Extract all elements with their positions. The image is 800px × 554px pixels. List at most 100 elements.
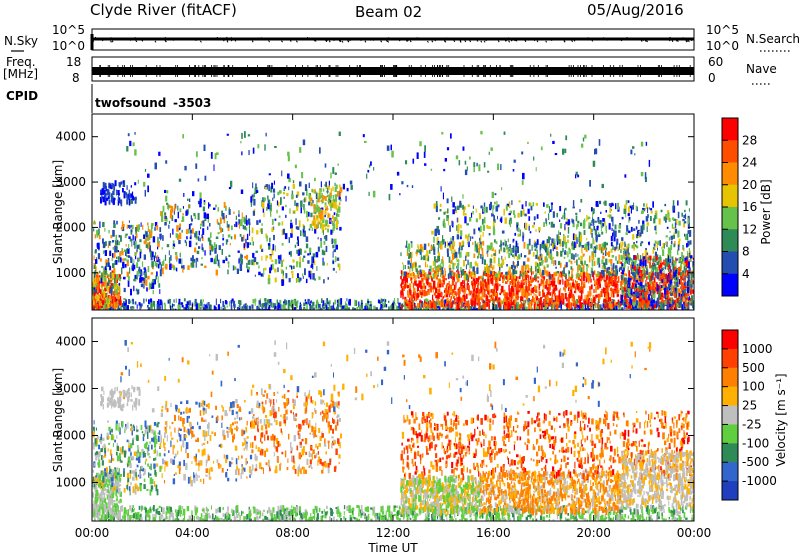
rti-cell [466,301,469,307]
rti-cell [514,245,517,253]
rti-cell [565,303,569,308]
rti-cell [610,242,613,247]
rti-cell [297,236,299,241]
rti-cell [147,226,149,232]
rti-cell [151,261,154,268]
rti-cell [439,302,442,308]
rti-cell [590,284,593,290]
rti-cell [424,301,426,308]
rti-cell [512,292,514,299]
rti-cell [271,182,274,189]
rti-cell [322,218,325,224]
rti-cell [120,276,122,279]
rti-cell [409,303,412,310]
rti-cell [277,222,280,226]
rti-cell [562,248,564,253]
rti-cell [487,288,490,295]
rti-cell [321,298,323,303]
rti-cell [451,246,455,250]
rti-cell [423,277,426,280]
rti-cell [457,230,460,234]
rti-cell [125,233,128,236]
rti-cell [604,221,606,226]
rti-cell [108,279,111,283]
rti-cell [406,285,409,288]
rti-cell [546,306,549,310]
rti-cell [140,222,142,227]
rti-cell [543,299,546,306]
rti-cell [440,298,443,306]
rti-cell [201,236,204,241]
cpid-program: twofsound [95,96,166,110]
rti-cell [317,222,319,229]
rti-cell [136,270,139,277]
rti-cell [464,206,466,210]
rti-cell [92,304,96,310]
rti-cell [576,224,578,229]
rti-cell [404,296,407,301]
rti-cell [130,231,133,235]
rti-cell [605,298,608,303]
rti-cell [306,189,308,196]
rti-cell [339,184,341,188]
rti-cell [316,224,318,229]
rti-cell [542,244,546,249]
rti-cell [608,274,610,277]
rti-cell [419,300,421,308]
rti-cell [272,244,275,251]
rti-cell [501,255,503,261]
rti-cell [559,206,562,212]
rti-cell [667,247,670,254]
rti-cell [500,299,502,304]
rti-cell [594,230,598,235]
rti-cell [619,243,621,250]
rti-cell [499,267,501,271]
rti-cell [255,262,259,265]
rti-cell [310,212,313,218]
rti-cell [112,263,115,268]
rti-cell [548,274,552,280]
rti-cell [440,266,443,273]
rti-cell [574,260,576,263]
rti-cell [238,219,241,225]
rti-cell [672,290,675,296]
rti-cell [492,205,495,210]
rti-cell [623,248,625,255]
rti-cell [514,298,517,303]
rti-cell [147,234,150,241]
rti-cell [216,254,218,262]
rti-cell [147,275,150,280]
rti-cell [544,296,547,299]
rti-cell [483,290,485,298]
rti-cell [533,241,537,247]
rti-cell [500,272,503,278]
rti-cell [498,257,500,265]
rti-cell [271,303,274,309]
rti-cell [442,275,445,281]
rti-cell [454,206,457,211]
rti-cell [101,286,103,294]
rti-cell [318,215,320,219]
rti-cell [434,303,437,310]
rti-cell [233,211,235,214]
rti-cell [459,236,462,240]
rti-cell [435,273,437,280]
rti-cell [332,260,335,264]
rti-cell [542,291,543,299]
rti-cell [95,286,98,289]
rti-cell [314,191,317,194]
rti-cell [578,257,580,260]
rti-cell [586,267,588,272]
rti-cell [485,271,488,277]
rti-cell [197,200,201,205]
rti-cell [401,288,403,295]
rti-cell [446,298,449,302]
rti-cell [517,260,519,266]
rti-cell [599,220,602,225]
rti-cell [328,300,331,305]
rti-cell [552,223,555,228]
rti-cell [608,223,611,230]
rti-cell [99,303,101,310]
rti-cell [427,303,429,308]
rti-cell [307,260,310,264]
